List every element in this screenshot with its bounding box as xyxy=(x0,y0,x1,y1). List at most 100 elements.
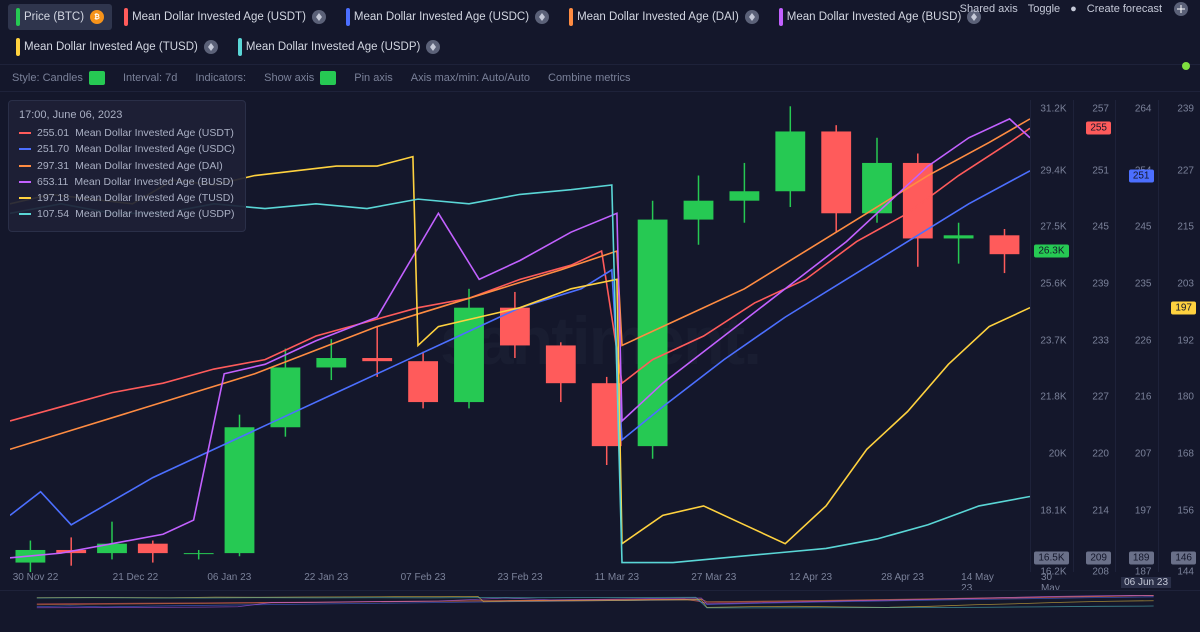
x-tick: 23 Feb 23 xyxy=(497,572,542,583)
combine-metrics-button[interactable]: Combine metrics xyxy=(548,72,631,84)
indicators-button[interactable]: Indicators: xyxy=(195,72,246,84)
y-tick: 27.5K xyxy=(1040,222,1066,233)
y-axis-col-2: 264254245235226216207197189187251189 xyxy=(1115,100,1158,572)
svg-text:₿: ₿ xyxy=(94,13,100,21)
y-tick: 197 xyxy=(1135,505,1152,516)
y-tick: 239 xyxy=(1092,279,1109,290)
top-right-controls: Shared axis Toggle ● Create forecast xyxy=(960,2,1188,16)
legend-item-3[interactable]: Mean Dollar Invested Age (DAI) xyxy=(561,4,767,30)
y-tick: 257 xyxy=(1092,104,1109,115)
y-tick: 245 xyxy=(1092,222,1109,233)
y-tick: 156 xyxy=(1177,505,1194,516)
interval-selector[interactable]: Interval: 7d xyxy=(123,72,177,84)
y-tick: 214 xyxy=(1092,505,1109,516)
legend-item-2[interactable]: Mean Dollar Invested Age (USDC) xyxy=(338,4,557,30)
y-tick: 16.2K xyxy=(1040,567,1066,578)
tooltip-row-5: 107.54Mean Dollar Invested Age (USDP) xyxy=(19,206,235,222)
y-tick: 180 xyxy=(1177,392,1194,403)
forecast-icon xyxy=(1174,2,1188,16)
series-color-icon xyxy=(19,197,31,199)
x-tick: 07 Feb 23 xyxy=(401,572,446,583)
x-tick: 11 Mar 23 xyxy=(595,572,639,583)
legend-label: Mean Dollar Invested Age (DAI) xyxy=(577,11,739,23)
legend-item-1[interactable]: Mean Dollar Invested Age (USDT) xyxy=(116,4,334,30)
legend-item-4[interactable]: Mean Dollar Invested Age (BUSD) xyxy=(771,4,990,30)
legend-label: Mean Dollar Invested Age (BUSD) xyxy=(787,11,962,23)
tooltip-value: 197.18 xyxy=(37,190,69,206)
shared-axis-label: Shared axis xyxy=(960,3,1018,15)
pin-axis-toggle[interactable]: Pin axis xyxy=(354,72,393,84)
y-tick: 251 xyxy=(1092,165,1109,176)
hover-tooltip: 17:00, June 06, 2023 255.01Mean Dollar I… xyxy=(8,100,246,232)
tooltip-label: Mean Dollar Invested Age (USDC) xyxy=(75,141,235,157)
chart-toolbar: Style: Candles Interval: 7d Indicators: … xyxy=(0,64,1200,92)
y-axis-badge: 255 xyxy=(1086,122,1111,135)
tooltip-row-3: 653.11Mean Dollar Invested Age (BUSD) xyxy=(19,174,235,190)
legend-swatch-icon xyxy=(779,8,783,26)
legend-swatch-icon xyxy=(346,8,350,26)
eth-icon xyxy=(204,40,218,54)
y-axis-badge: 189 xyxy=(1129,551,1154,564)
y-tick: 215 xyxy=(1177,222,1194,233)
tooltip-row-2: 297.31Mean Dollar Invested Age (DAI) xyxy=(19,158,235,174)
style-selector[interactable]: Style: Candles xyxy=(12,71,105,85)
tooltip-value: 255.01 xyxy=(37,125,69,141)
y-axis-badge: 197 xyxy=(1171,301,1196,314)
legend-item-6[interactable]: Mean Dollar Invested Age (USDP) xyxy=(230,34,449,60)
y-tick: 29.4K xyxy=(1040,165,1066,176)
y-tick: 144 xyxy=(1177,567,1194,578)
toggle-label[interactable]: Toggle xyxy=(1028,3,1060,15)
x-axis: 30 Nov 2221 Dec 2206 Jan 2322 Jan 2307 F… xyxy=(10,572,1030,590)
show-axis-toggle[interactable]: Show axis xyxy=(264,71,336,85)
y-axis-badge: 26.3K xyxy=(1034,245,1068,258)
legend-label: Mean Dollar Invested Age (TUSD) xyxy=(24,41,198,53)
y-tick: 21.8K xyxy=(1040,392,1066,403)
y-tick: 227 xyxy=(1177,165,1194,176)
series-color-icon xyxy=(19,181,31,183)
legend-item-0[interactable]: Price (BTC) ₿ xyxy=(8,4,112,30)
y-axis-panel: 31.2K29.4K27.5K25.6K23.7K21.8K20K18.1K16… xyxy=(1030,100,1200,572)
y-axis-col-1: 257251245239233227220214209208255209 xyxy=(1073,100,1116,572)
tooltip-label: Mean Dollar Invested Age (BUSD) xyxy=(74,174,233,190)
x-tick: 22 Jan 23 xyxy=(304,572,348,583)
y-tick: 216 xyxy=(1135,392,1152,403)
series-color-icon xyxy=(19,148,31,150)
y-tick: 20K xyxy=(1049,449,1067,460)
y-tick: 18.1K xyxy=(1040,505,1066,516)
create-forecast-button[interactable]: Create forecast xyxy=(1087,3,1162,15)
legend-swatch-icon xyxy=(238,38,242,56)
y-axis-badge: 251 xyxy=(1129,169,1154,182)
x-tick: 27 Mar 23 xyxy=(691,572,736,583)
btc-icon: ₿ xyxy=(90,10,104,24)
x-tick: 06 Jan 23 xyxy=(207,572,251,583)
bullet-icon: ● xyxy=(1070,3,1077,15)
legend-label: Mean Dollar Invested Age (USDP) xyxy=(246,41,421,53)
tooltip-label: Mean Dollar Invested Age (USDP) xyxy=(75,206,234,222)
eth-icon xyxy=(535,10,549,24)
status-dot-icon xyxy=(1182,62,1190,70)
legend-item-5[interactable]: Mean Dollar Invested Age (TUSD) xyxy=(8,34,226,60)
tooltip-value: 251.70 xyxy=(37,141,69,157)
axis-minmax-selector[interactable]: Axis max/min: Auto/Auto xyxy=(411,72,530,84)
y-tick: 264 xyxy=(1135,104,1152,115)
y-axis-badge: 16.5K xyxy=(1034,551,1068,564)
legend-swatch-icon xyxy=(16,38,20,56)
overview-strip[interactable] xyxy=(0,590,1200,612)
y-tick: 233 xyxy=(1092,335,1109,346)
series-color-icon xyxy=(19,213,31,215)
y-axis-col-0: 31.2K29.4K27.5K25.6K23.7K21.8K20K18.1K16… xyxy=(1030,100,1073,572)
series-color-icon xyxy=(19,165,31,167)
tooltip-row-1: 251.70 Mean Dollar Invested Age (USDC) xyxy=(19,141,235,157)
y-tick: 245 xyxy=(1135,222,1152,233)
y-tick: 227 xyxy=(1092,392,1109,403)
y-tick: 239 xyxy=(1177,104,1194,115)
y-tick: 25.6K xyxy=(1040,279,1066,290)
legend-swatch-icon xyxy=(124,8,128,26)
y-tick: 235 xyxy=(1135,279,1152,290)
y-tick: 207 xyxy=(1135,449,1152,460)
legend-label: Price (BTC) xyxy=(24,11,84,23)
eth-icon xyxy=(745,10,759,24)
legend-label: Mean Dollar Invested Age (USDC) xyxy=(354,11,529,23)
chart-area[interactable]: santiment. 17:00, June 06, 2023 255.01Me… xyxy=(0,92,1200,590)
x-tick: 28 Apr 23 xyxy=(881,572,924,583)
